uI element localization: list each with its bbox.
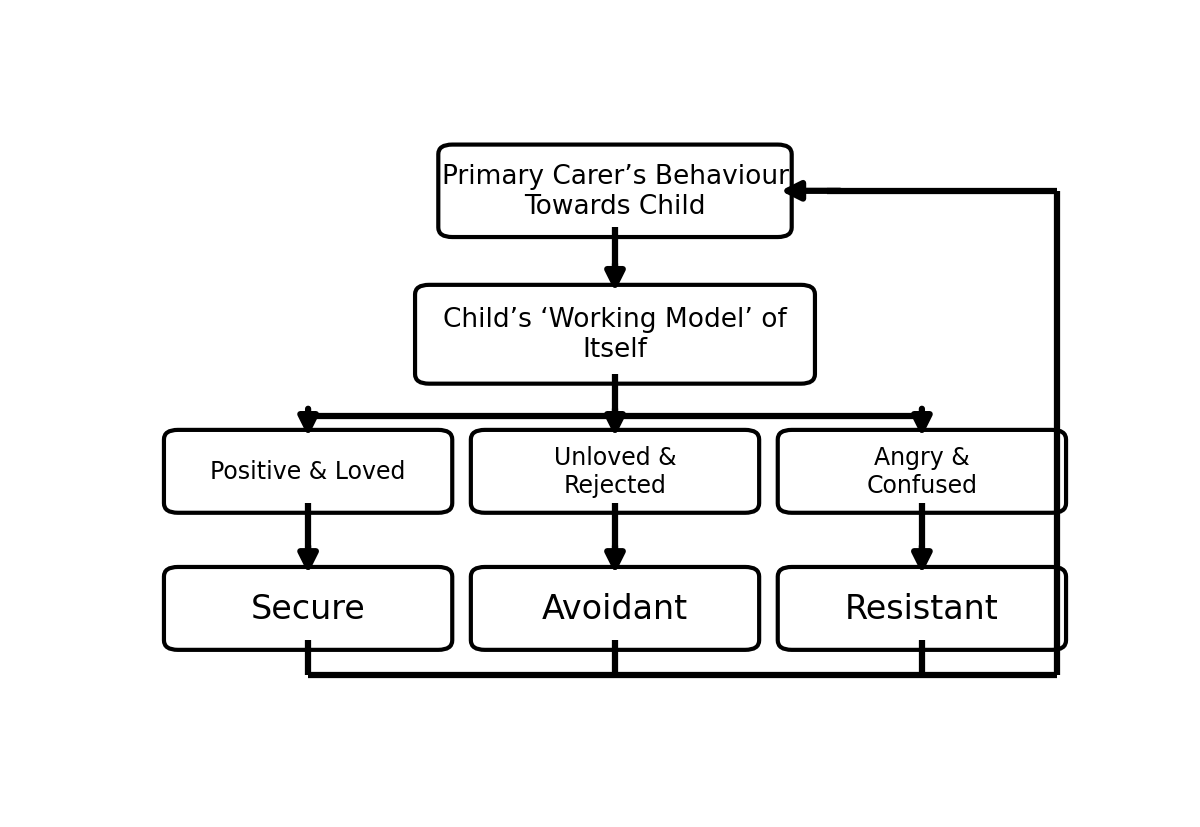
FancyBboxPatch shape xyxy=(778,567,1066,650)
Text: Angry &
Confused: Angry & Confused xyxy=(866,446,977,498)
FancyBboxPatch shape xyxy=(778,430,1066,513)
FancyBboxPatch shape xyxy=(438,146,792,237)
FancyBboxPatch shape xyxy=(470,567,760,650)
Text: Secure: Secure xyxy=(251,592,366,625)
Text: Primary Carer’s Behaviour
Towards Child: Primary Carer’s Behaviour Towards Child xyxy=(442,164,788,219)
FancyBboxPatch shape xyxy=(415,285,815,385)
FancyBboxPatch shape xyxy=(164,567,452,650)
FancyBboxPatch shape xyxy=(164,430,452,513)
Text: Positive & Loved: Positive & Loved xyxy=(210,460,406,484)
Text: Resistant: Resistant xyxy=(845,592,998,625)
Text: Unloved &
Rejected: Unloved & Rejected xyxy=(553,446,677,498)
Text: Avoidant: Avoidant xyxy=(542,592,688,625)
FancyBboxPatch shape xyxy=(470,430,760,513)
Text: Child’s ‘Working Model’ of
Itself: Child’s ‘Working Model’ of Itself xyxy=(443,307,787,363)
